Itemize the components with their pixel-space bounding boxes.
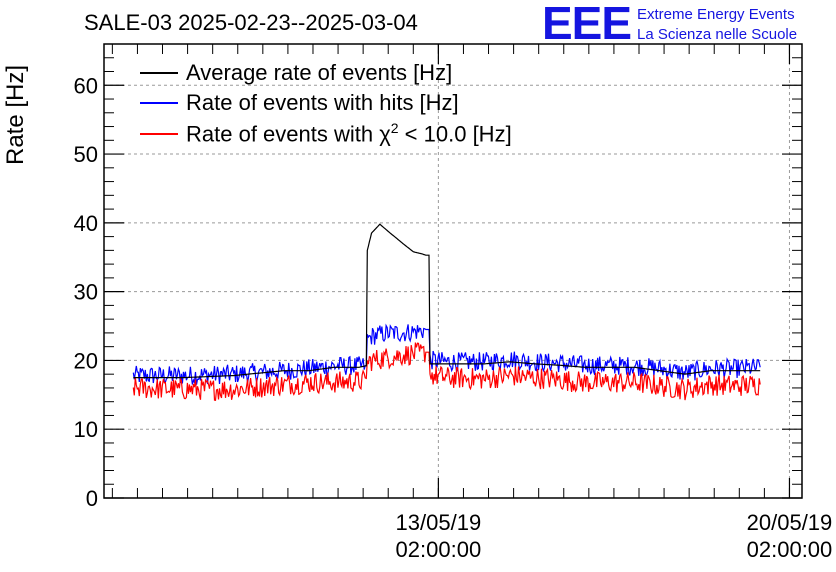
plot-frame xyxy=(103,43,803,499)
x-tick-label-time: 02:00:00 xyxy=(396,537,482,562)
legend-item-average: Average rate of events [Hz] xyxy=(140,58,452,88)
x-tick-label-time: 02:00:00 xyxy=(747,537,833,562)
legend-label-hits: Rate of events with hits [Hz] xyxy=(186,90,459,115)
legend-item-hits: Rate of events with hits [Hz] xyxy=(140,88,459,118)
y-tick-label: 10 xyxy=(74,417,98,442)
y-tick-label: 30 xyxy=(74,280,98,305)
logo-caption: Extreme Energy Events La Scienza nelle S… xyxy=(637,5,797,45)
series-line-2 xyxy=(132,342,761,402)
legend-swatch-chi2 xyxy=(140,133,178,135)
legend-chi2-sup: 2 xyxy=(390,120,399,137)
y-tick-label: 60 xyxy=(74,73,98,98)
axis-layer: 010203040506013/05/1902:00:0020/05/1902:… xyxy=(74,43,833,562)
series-line-0 xyxy=(133,223,761,379)
logo-caption-line2: La Scienza nelle Scuole xyxy=(637,26,798,43)
y-axis-label: Rate [Hz] xyxy=(2,64,29,165)
series-line-1 xyxy=(132,323,761,385)
chart-title: SALE-03 2025-02-23--2025-03-04 xyxy=(84,10,418,35)
x-tick-label-date: 20/05/19 xyxy=(747,510,833,535)
series-layer xyxy=(132,223,761,402)
legend-chi2-post: < 10.0 [Hz] xyxy=(398,121,512,147)
eee-logo: EEE xyxy=(542,0,632,49)
legend-label-chi2: Rate of events with χ2 < 10.0 [Hz] xyxy=(186,120,512,147)
legend-chi2-pre: Rate of events with χ xyxy=(186,121,391,147)
y-tick-label: 40 xyxy=(74,211,98,236)
y-tick-label: 50 xyxy=(74,142,98,167)
y-tick-label: 0 xyxy=(86,486,98,511)
legend-swatch-hits xyxy=(140,102,178,104)
x-tick-label-date: 13/05/19 xyxy=(396,510,482,535)
legend-label-average: Average rate of events [Hz] xyxy=(186,60,453,85)
legend-item-chi2: Rate of events with χ2 < 10.0 [Hz] xyxy=(140,119,512,149)
legend-swatch-average xyxy=(140,72,178,74)
y-tick-label: 20 xyxy=(74,348,98,373)
logo-caption-line1: Extreme Energy Events xyxy=(637,6,795,23)
